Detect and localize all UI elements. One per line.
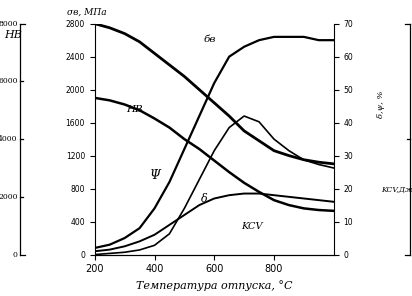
Text: δ,ψ, %: δ,ψ, %: [377, 91, 385, 118]
Text: σв, МПа: σв, МПа: [67, 7, 106, 16]
Text: НВ: НВ: [4, 30, 22, 40]
Text: 2000: 2000: [0, 193, 18, 201]
Text: 4000: 4000: [0, 135, 18, 143]
Text: бв: бв: [204, 35, 216, 44]
Text: Ψ: Ψ: [150, 169, 161, 182]
Text: δ: δ: [201, 194, 208, 204]
X-axis label: Температура отпуска, °C: Температура отпуска, °C: [136, 280, 293, 291]
Text: 0: 0: [13, 250, 18, 259]
Text: НВ: НВ: [126, 105, 143, 114]
Text: 8000: 8000: [0, 20, 18, 28]
Text: KCV: KCV: [241, 222, 262, 231]
Text: 6000: 6000: [0, 77, 18, 86]
Text: KCV,Дж/см²: KCV,Дж/см²: [382, 186, 412, 194]
